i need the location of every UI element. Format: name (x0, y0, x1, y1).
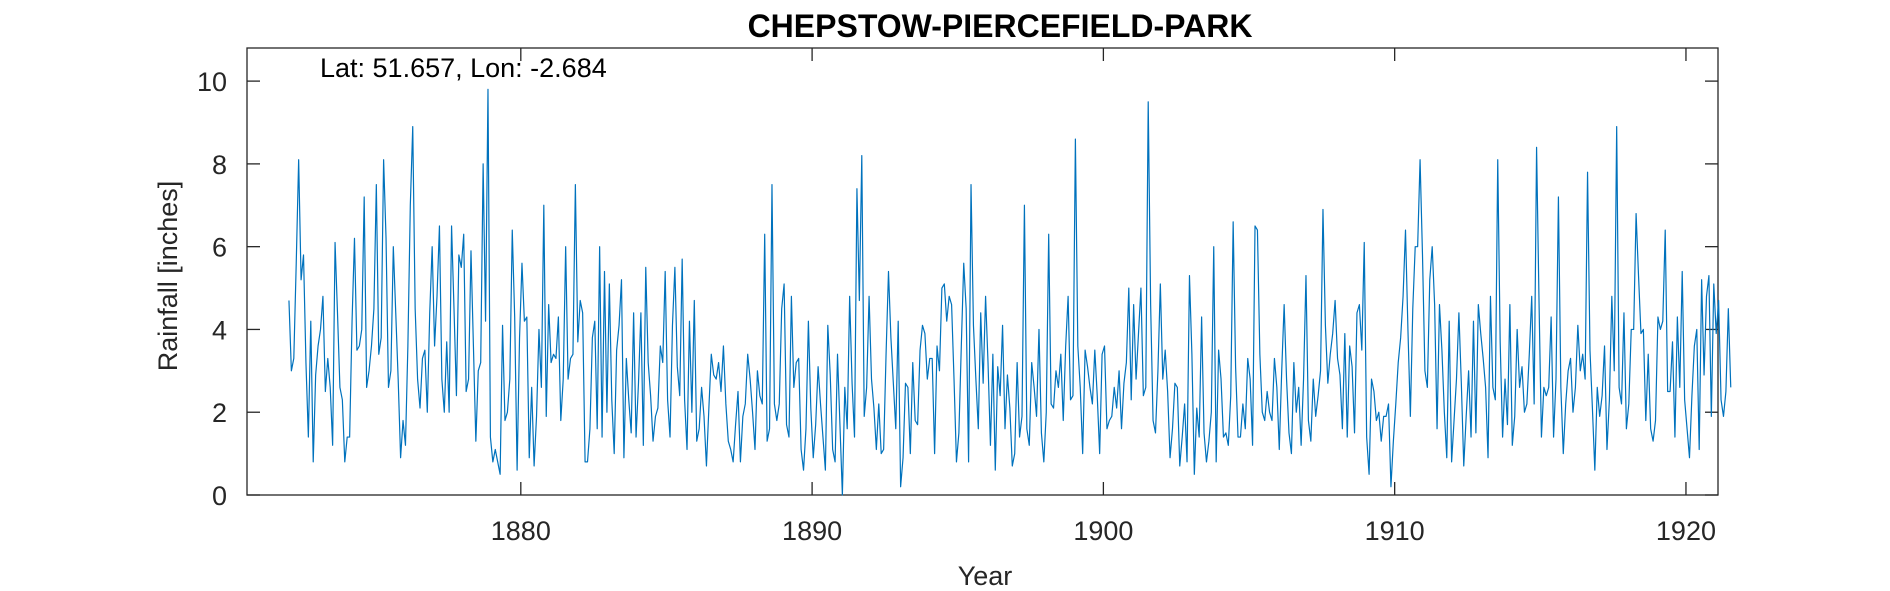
x-tick-label: 1900 (1073, 516, 1133, 546)
chart-title: CHEPSTOW-PIERCEFIELD-PARK (748, 8, 1253, 44)
y-axis-label: Rainfall [inches] (153, 181, 183, 372)
y-tick-label: 6 (212, 233, 227, 263)
x-axis-label: Year (958, 561, 1013, 591)
axes-box (246, 47, 1719, 496)
y-tick-label: 2 (212, 398, 227, 428)
y-tick-label: 4 (212, 315, 227, 345)
y-tick-label: 10 (197, 67, 227, 97)
x-tick-label: 1890 (782, 516, 842, 546)
y-tick-label: 0 (212, 481, 227, 511)
series-line-rainfall (288, 88, 1732, 496)
x-tick-labels: 1880 1890 1900 1910 1920 (491, 516, 1716, 546)
y-tick-label: 8 (212, 150, 227, 180)
location-annotation: Lat: 51.657, Lon: -2.684 (320, 53, 607, 83)
x-tick-label: 1910 (1365, 516, 1425, 546)
x-tick-label: 1880 (491, 516, 551, 546)
y-tick-labels: 0 2 4 6 8 10 (197, 67, 227, 511)
x-tick-label: 1920 (1656, 516, 1716, 546)
x-tick-marks (520, 48, 1687, 495)
